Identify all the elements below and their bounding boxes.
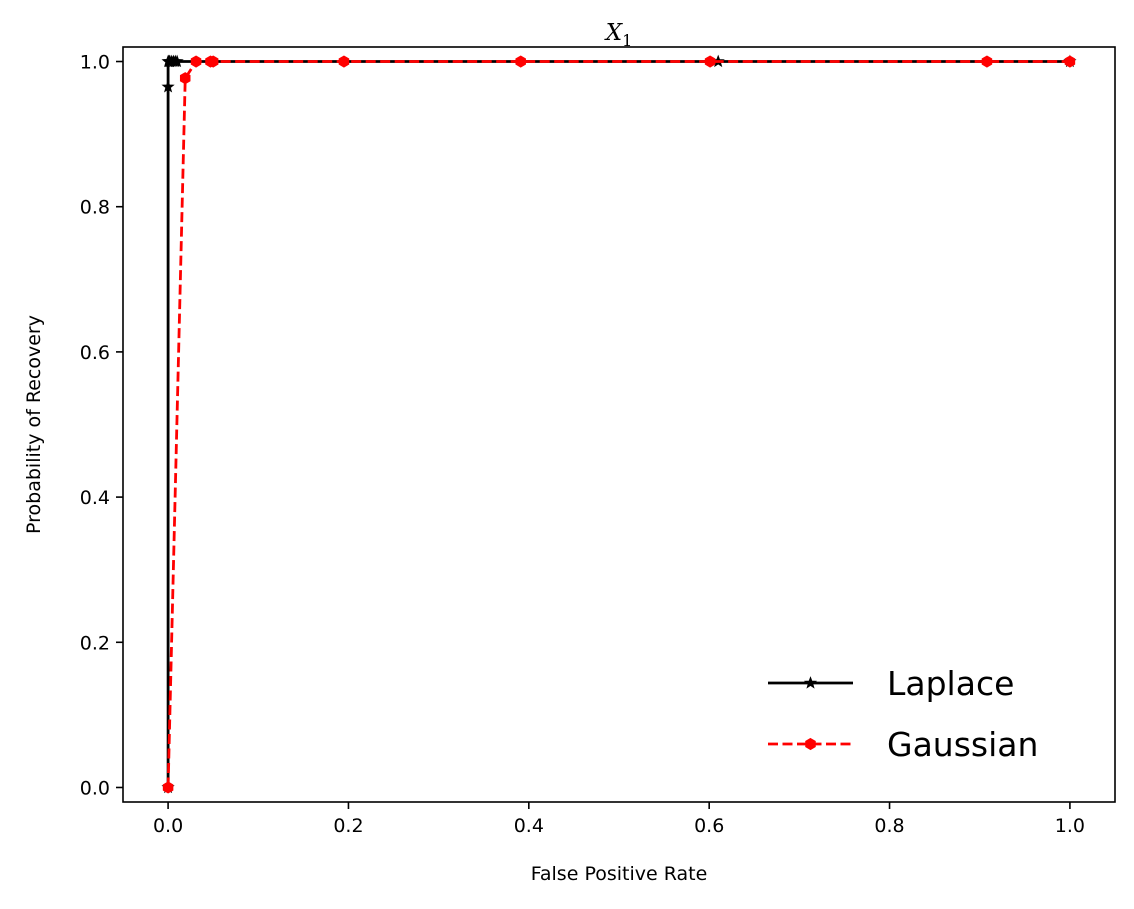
series-line [166,60,1070,788]
legend-label: Laplace [887,664,1014,703]
data-point-marker [1064,55,1076,68]
data-point-marker [515,55,526,68]
y-tick-label: 0.4 [80,487,110,509]
x-tick-label: 0.0 [153,815,183,837]
x-tick-label: 0.2 [333,815,363,837]
data-point-marker [161,80,175,93]
y-tick-label: 1.0 [80,52,110,74]
x-axis-label: False Positive Rate [531,863,708,885]
data-point-marker [981,55,993,68]
series-gaussian [162,55,1076,794]
x-tick-label: 1.0 [1055,815,1085,837]
legend: Laplace Gaussian [768,664,1038,764]
chart-title: X1 [604,20,633,50]
x-tick-label: 0.4 [514,815,544,837]
legend-marker [805,737,816,751]
legend-label: Gaussian [887,725,1038,764]
data-point-marker [179,72,191,85]
x-tick-label: 0.8 [874,815,904,837]
chart-title-subscript: 1 [622,31,632,50]
data-point-marker [170,54,184,68]
data-point-marker [338,55,350,68]
y-axis-label: Probability of Recovery [23,315,45,534]
chart-title-main: X [604,20,624,46]
plot-frame [122,46,1116,803]
data-point-marker [704,55,716,68]
y-tick-label: 0.6 [80,342,110,364]
data-point-marker [162,781,174,794]
data-point-marker [207,55,219,68]
y-tick-label: 0.8 [80,197,110,219]
y-tick-label: 0.0 [80,777,110,799]
y-tick-label: 0.2 [80,632,110,654]
x-tick-label: 0.6 [694,815,724,837]
legend-marker [803,676,818,689]
data-point-marker [190,55,202,68]
